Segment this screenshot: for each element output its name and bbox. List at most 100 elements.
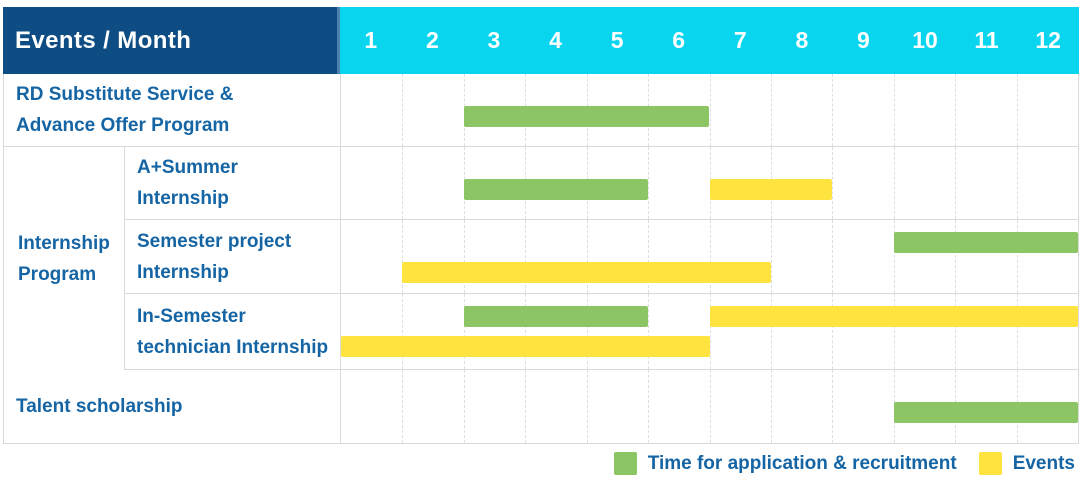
group-label-text: Internship Program bbox=[18, 232, 110, 285]
row-rd-substitute: RD Substitute Service & Advance Offer Pr… bbox=[4, 74, 1078, 147]
month-gridline bbox=[893, 147, 895, 219]
month-gridline bbox=[770, 74, 772, 146]
month-gridline bbox=[709, 220, 711, 293]
month-gridline bbox=[893, 74, 895, 146]
month-gridline bbox=[1016, 220, 1018, 293]
month-gridline bbox=[463, 370, 465, 443]
legend-item-events: Events bbox=[978, 452, 1075, 475]
header-title: Events / Month bbox=[15, 26, 192, 54]
month-gridline bbox=[832, 220, 834, 293]
row-label-text: Talent scholarship bbox=[16, 396, 183, 417]
internship-program-group: Internship Program A+Summer Internship S… bbox=[4, 147, 1078, 370]
month-gridline bbox=[770, 294, 772, 369]
month-gridline bbox=[955, 147, 957, 219]
header-month-row: 1 2 3 4 5 6 7 8 9 10 11 12 bbox=[340, 7, 1079, 74]
row-label-text: In-Semester technician Internship bbox=[137, 305, 329, 358]
month-gridline bbox=[709, 370, 711, 443]
month-header-12: 12 bbox=[1035, 27, 1061, 53]
gantt-bar-application bbox=[463, 106, 710, 127]
month-gridline bbox=[770, 370, 772, 443]
row-label-text: Semester project Internship bbox=[137, 230, 292, 283]
month-gridline bbox=[648, 147, 650, 219]
gantt-bar-event bbox=[709, 179, 833, 200]
month-gridline bbox=[648, 294, 650, 369]
month-gridline bbox=[402, 294, 404, 369]
row-label-a-summer: A+Summer Internship bbox=[125, 147, 341, 219]
gantt-cell-a-summer bbox=[341, 147, 1078, 219]
row-label-in-semester: In-Semester technician Internship bbox=[125, 294, 341, 369]
internship-program-subrows: A+Summer Internship Semester project Int… bbox=[125, 147, 1078, 370]
month-gridline bbox=[1016, 74, 1018, 146]
legend-label-application: Time for application & recruitment bbox=[647, 452, 957, 474]
application-color-swatch bbox=[613, 452, 637, 475]
row-label-semester-project: Semester project Internship bbox=[125, 220, 341, 293]
month-header-8: 8 bbox=[795, 27, 809, 53]
month-gridline bbox=[525, 220, 527, 293]
row-semester-project: Semester project Internship bbox=[125, 220, 1078, 294]
month-gridline bbox=[832, 74, 834, 146]
gantt-cell-in-semester bbox=[341, 294, 1078, 369]
gantt-bar-event bbox=[709, 306, 1078, 327]
row-label-talent-scholarship: Talent scholarship bbox=[4, 370, 341, 443]
month-gridline bbox=[525, 294, 527, 369]
month-gridline bbox=[1016, 294, 1018, 369]
month-gridline bbox=[525, 370, 527, 443]
month-header-7: 7 bbox=[733, 27, 747, 53]
row-label-text: RD Substitute Service & Advance Offer Pr… bbox=[16, 84, 234, 136]
month-gridline bbox=[463, 220, 465, 293]
month-gridline bbox=[1016, 147, 1018, 219]
month-gridline bbox=[832, 147, 834, 219]
row-label-rd-substitute: RD Substitute Service & Advance Offer Pr… bbox=[4, 74, 341, 146]
month-gridline bbox=[770, 220, 772, 293]
month-gridline bbox=[586, 294, 588, 369]
month-gridline bbox=[893, 294, 895, 369]
month-gridline bbox=[893, 220, 895, 293]
month-gridline bbox=[832, 294, 834, 369]
month-gridline bbox=[955, 220, 957, 293]
row-talent-scholarship: Talent scholarship bbox=[4, 370, 1078, 444]
month-header-5: 5 bbox=[610, 27, 624, 53]
month-gridline bbox=[648, 220, 650, 293]
row-a-summer: A+Summer Internship bbox=[125, 147, 1078, 220]
month-gridline bbox=[955, 294, 957, 369]
gantt-bar-application bbox=[463, 306, 649, 327]
header-events-month-cell: Events / Month bbox=[3, 7, 340, 74]
row-label-text: A+Summer Internship bbox=[137, 157, 238, 209]
month-header-9: 9 bbox=[857, 27, 870, 53]
row-in-semester: In-Semester technician Internship bbox=[125, 294, 1078, 370]
legend-label-events: Events bbox=[1012, 452, 1075, 474]
month-header-11: 11 bbox=[974, 27, 999, 53]
gantt-cell-talent-scholarship bbox=[341, 370, 1078, 443]
month-header-3: 3 bbox=[487, 27, 501, 53]
schedule-table: Events / Month 1 2 3 4 5 6 7 8 9 10 11 12 RD Substi… bbox=[3, 7, 1079, 444]
month-header-2: 2 bbox=[425, 27, 439, 53]
table-header-row: Events / Month 1 2 3 4 5 6 7 8 9 10 11 12 bbox=[3, 7, 1079, 74]
month-gridline bbox=[402, 147, 404, 219]
month-header-10: 10 bbox=[912, 27, 938, 53]
month-header-6: 6 bbox=[672, 27, 686, 53]
month-gridline bbox=[463, 294, 465, 369]
month-header-4: 4 bbox=[549, 27, 562, 53]
month-gridline bbox=[402, 74, 404, 146]
month-gridline bbox=[832, 370, 834, 443]
month-gridline bbox=[586, 220, 588, 293]
month-gridline bbox=[586, 370, 588, 443]
month-gridline bbox=[402, 220, 404, 293]
gantt-bar-event bbox=[341, 336, 710, 357]
events-color-swatch bbox=[978, 452, 1002, 475]
legend: Time for application & recruitment Event… bbox=[613, 452, 1075, 475]
gantt-bar-application bbox=[463, 179, 649, 200]
gantt-cell-semester-project bbox=[341, 220, 1078, 293]
month-gridline bbox=[648, 370, 650, 443]
month-gridline bbox=[402, 370, 404, 443]
month-gridline bbox=[709, 294, 711, 369]
month-gridline bbox=[955, 74, 957, 146]
month-header-1: 1 bbox=[364, 27, 378, 53]
gantt-cell-rd-substitute bbox=[341, 74, 1078, 146]
gantt-bar-application bbox=[893, 232, 1078, 253]
gantt-bar-application bbox=[893, 402, 1078, 423]
table-body: RD Substitute Service & Advance Offer Pr… bbox=[3, 74, 1079, 444]
row-label-internship-program: Internship Program bbox=[4, 147, 125, 370]
legend-item-application: Time for application & recruitment bbox=[613, 452, 957, 475]
